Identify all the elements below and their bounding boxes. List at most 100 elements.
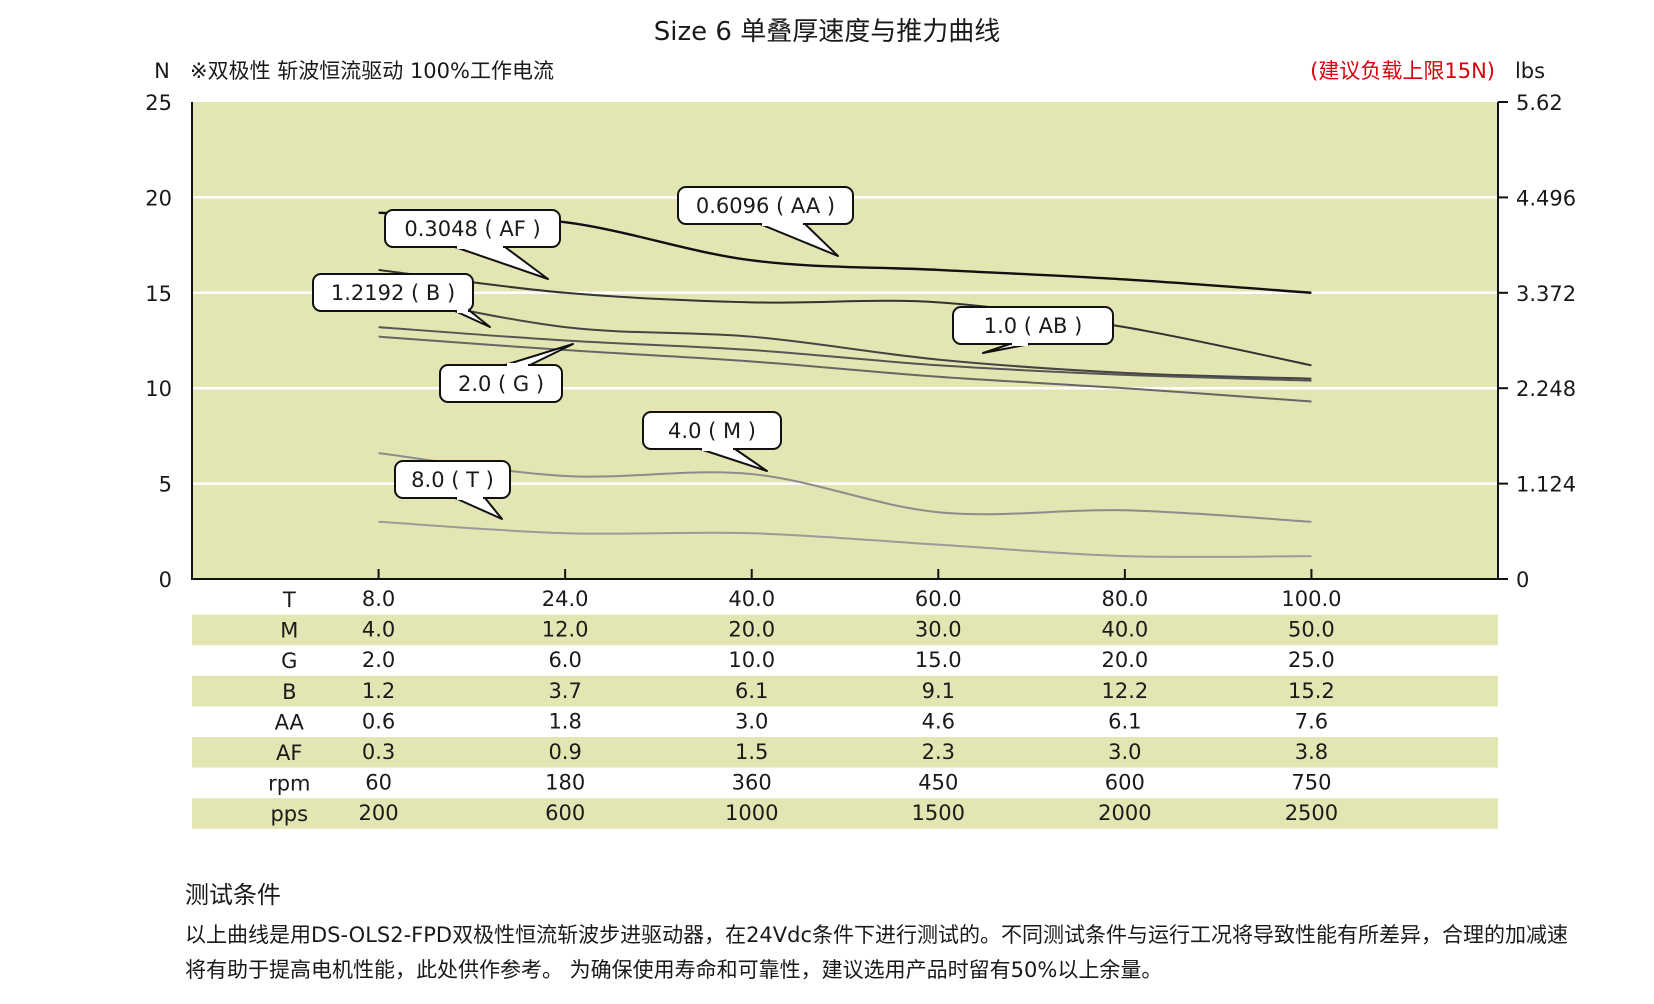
table-cell: 1500 bbox=[912, 801, 965, 825]
y-tick-label-left: 15 bbox=[145, 282, 172, 306]
table-cell: 0.9 bbox=[548, 740, 581, 764]
table-cell: 450 bbox=[918, 771, 958, 795]
table-cell: 60 bbox=[365, 771, 392, 795]
table-row-label: G bbox=[281, 649, 297, 673]
table-cell: 15.0 bbox=[915, 648, 962, 672]
series-line bbox=[378, 326, 1312, 382]
series-label: 1.2192 ( B ) bbox=[331, 281, 455, 305]
table-row-label: T bbox=[282, 588, 296, 612]
series-label: 8.0 ( T ) bbox=[411, 468, 494, 492]
table-cell: 3.7 bbox=[548, 679, 581, 703]
series-line bbox=[378, 452, 1312, 523]
table-cell: 15.2 bbox=[1288, 679, 1335, 703]
y-axis-label-right: lbs bbox=[1515, 59, 1545, 83]
callout-box bbox=[312, 273, 474, 312]
y-tick-label-left: 25 bbox=[145, 91, 172, 115]
callout-box bbox=[394, 460, 511, 499]
table-cell: 20.0 bbox=[1101, 648, 1148, 672]
table-cell: 360 bbox=[732, 771, 772, 795]
table-row-band bbox=[192, 798, 1498, 829]
table-cell: 0.3 bbox=[362, 740, 395, 764]
y-ticks-left: 0 5 10 15 20 25 bbox=[145, 91, 172, 592]
y-tick-label-right: 4.496 bbox=[1516, 186, 1576, 210]
table-row-label: pps bbox=[270, 802, 308, 826]
table-cell: 2.0 bbox=[362, 648, 395, 672]
test-conditions-body: 以上曲线是用DS-OLS2-FPD双极性恒流斩波步进驱动器，在24Vdc条件下进… bbox=[185, 923, 1569, 982]
table-cell: 600 bbox=[545, 801, 585, 825]
series-callout: 2.0 ( G ) bbox=[439, 343, 574, 403]
series-label: 4.0 ( M ) bbox=[668, 419, 756, 443]
callout-box bbox=[952, 306, 1114, 345]
test-conditions-title: 测试条件 bbox=[185, 881, 281, 909]
table-cell: 40.0 bbox=[728, 587, 775, 611]
table-cell: 80.0 bbox=[1101, 587, 1148, 611]
table-cell: 2.3 bbox=[922, 740, 955, 764]
series-callout: 0.6096 ( AA ) bbox=[677, 186, 854, 257]
y-tick-label-right: 5.62 bbox=[1516, 91, 1563, 115]
table-cell: 6.1 bbox=[1108, 709, 1141, 733]
series-callout: 1.0 ( AB ) bbox=[952, 306, 1114, 354]
table-cell: 750 bbox=[1291, 771, 1331, 795]
table-row-label: AA bbox=[275, 710, 305, 734]
table-cell: 8.0 bbox=[362, 587, 395, 611]
table-cell: 1.8 bbox=[548, 709, 581, 733]
load-limit-note: (建议负载上限15N) bbox=[1310, 59, 1495, 83]
table-cell: 9.1 bbox=[922, 679, 955, 703]
table-cell: 60.0 bbox=[915, 587, 962, 611]
table-cell: 50.0 bbox=[1288, 618, 1335, 642]
table-cell: 3.0 bbox=[1108, 740, 1141, 764]
series-callouts: 0.3048 ( AF ) 0.6096 ( AA ) 1.2192 ( B ) 1.… bbox=[312, 186, 1114, 520]
y-tick-label-right: 1.124 bbox=[1516, 473, 1576, 497]
test-conditions: 测试条件 以上曲线是用DS-OLS2-FPD双极性恒流斩波步进驱动器，在24Vd… bbox=[185, 875, 1585, 988]
table-cell: 2000 bbox=[1098, 801, 1151, 825]
series-callout: 0.3048 ( AF ) bbox=[384, 209, 561, 280]
chart-title: Size 6 单叠厚速度与推力曲线 bbox=[654, 17, 1000, 47]
table-cell: 0.6 bbox=[362, 709, 395, 733]
series-callout: 1.2192 ( B ) bbox=[312, 273, 491, 328]
table-cell: 3.0 bbox=[735, 709, 768, 733]
series-label: 1.0 ( AB ) bbox=[984, 314, 1083, 338]
table-cell: 3.8 bbox=[1295, 740, 1328, 764]
table-row-band bbox=[192, 737, 1498, 768]
table-cell: 4.0 bbox=[362, 618, 395, 642]
y-tick-label-right: 3.372 bbox=[1516, 282, 1576, 306]
table-cell: 1000 bbox=[725, 801, 778, 825]
speed-thrust-chart: Size 6 单叠厚速度与推力曲线 N ※双极性 斩波恒流驱动 100%工作电流… bbox=[145, 17, 1576, 829]
table-cell: 2500 bbox=[1285, 801, 1338, 825]
table-row-band bbox=[192, 675, 1498, 707]
table-cell: 180 bbox=[545, 771, 585, 795]
chart-subtitle: ※双极性 斩波恒流驱动 100%工作电流 bbox=[190, 59, 554, 83]
y-ticks-right: 0 1.124 2.248 3.372 4.496 5.62 bbox=[1498, 91, 1576, 592]
series-label: 0.3048 ( AF ) bbox=[404, 217, 540, 241]
y-tick-label-right: 2.248 bbox=[1516, 377, 1576, 401]
table-cell: 10.0 bbox=[728, 648, 775, 672]
table-row-band bbox=[192, 614, 1498, 646]
table-cell: 600 bbox=[1105, 771, 1145, 795]
table-cell: 24.0 bbox=[542, 587, 589, 611]
table-row-label: B bbox=[282, 680, 296, 704]
table-cell: 6.0 bbox=[548, 648, 581, 672]
speed-table: T 8.0 24.0 40.0 60.0 80.0 100.0 M 4.0 12.0 20.0 30.… bbox=[192, 587, 1498, 829]
callout-box bbox=[439, 364, 563, 403]
series-callout: 8.0 ( T ) bbox=[394, 460, 511, 520]
table-row-label: M bbox=[280, 619, 298, 643]
series-line bbox=[378, 520, 1312, 558]
table-cell: 7.6 bbox=[1295, 709, 1328, 733]
y-axis-label-left: N bbox=[154, 59, 170, 83]
table-cell: 1.5 bbox=[735, 740, 768, 764]
table-cell: 200 bbox=[359, 801, 399, 825]
series-line bbox=[378, 268, 1312, 367]
table-cell: 1.2 bbox=[362, 679, 395, 703]
series-callout: 4.0 ( M ) bbox=[642, 411, 782, 472]
series-line bbox=[378, 291, 1312, 380]
table-cell: 100.0 bbox=[1281, 587, 1341, 611]
series-line bbox=[378, 335, 1312, 403]
plot-area bbox=[192, 102, 1498, 579]
y-tick-label-left: 20 bbox=[145, 186, 172, 210]
axes bbox=[191, 102, 1499, 580]
table-cell: 30.0 bbox=[915, 618, 962, 642]
table-cell: 25.0 bbox=[1288, 648, 1335, 672]
series-label: 2.0 ( G ) bbox=[458, 372, 544, 396]
table-cell: 4.6 bbox=[922, 709, 955, 733]
y-tick-label-left: 10 bbox=[145, 377, 172, 401]
